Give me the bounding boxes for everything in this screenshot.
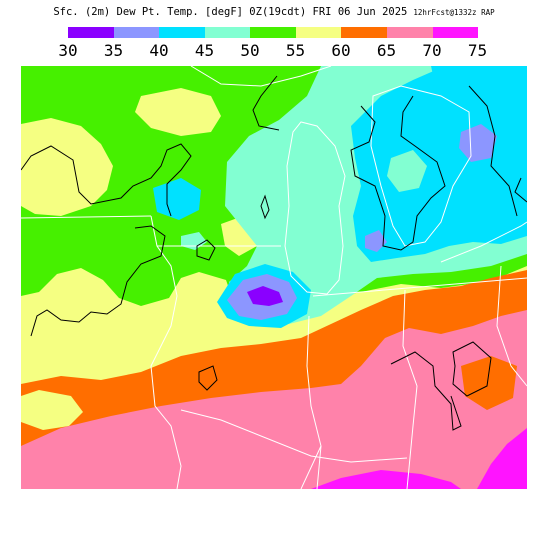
model-stamp: 12hrFcst@1332z RAP xyxy=(413,8,495,17)
dewpoint-map xyxy=(21,66,527,489)
contour-3 xyxy=(252,75,280,131)
coast-lake-michigan xyxy=(284,121,346,295)
zone-30-35-mi-2 xyxy=(365,230,387,252)
coast-lake-erie xyxy=(440,221,527,263)
boundary-line-5 xyxy=(312,277,527,297)
zone-65-70-s xyxy=(311,470,461,489)
legend-label-70: 70 xyxy=(422,41,442,60)
color-legend: 30 35 40 45 50 55 60 65 70 75 xyxy=(58,27,487,65)
zone-below-30-chicago xyxy=(247,286,283,306)
legend-label-30: 30 xyxy=(58,41,78,60)
contour-7 xyxy=(198,365,218,391)
zone-60-65-south xyxy=(21,310,527,489)
legend-label-55: 55 xyxy=(285,41,306,60)
legend-swatch-30-35 xyxy=(68,27,114,38)
boundary-line-6 xyxy=(402,289,418,489)
legend-swatch-60-65 xyxy=(341,27,387,38)
contour-4 xyxy=(350,95,446,251)
legend-label-35: 35 xyxy=(103,41,124,60)
zone-50-55-nw-patch xyxy=(21,118,113,216)
map-canvas xyxy=(21,66,527,489)
boundary-line-2 xyxy=(150,215,182,489)
contour-5 xyxy=(468,85,518,217)
boundary-line-7 xyxy=(180,409,408,463)
contour-lines xyxy=(21,75,527,431)
legend-label-40: 40 xyxy=(149,41,169,60)
boundary-line-4 xyxy=(306,315,322,489)
title-text: Sfc. (2m) Dew Pt. Temp. [degF] 0Z(19cdt)… xyxy=(53,6,408,18)
coast-lake-superior xyxy=(190,66,332,87)
zone-50-55-sw-patch xyxy=(21,390,83,430)
zone-50-55-lakes-patch xyxy=(217,66,291,112)
legend-swatch-70-75 xyxy=(432,27,479,38)
legend-swatch-40-45 xyxy=(159,27,205,38)
zone-35-40-michigan xyxy=(351,66,527,262)
zone-30-35-mi-1 xyxy=(459,124,497,162)
coast-lake-huron xyxy=(370,85,472,247)
contour-10 xyxy=(260,194,270,220)
legend-label-75: 75 xyxy=(467,41,488,60)
contour-1 xyxy=(21,143,192,217)
contour-8 xyxy=(452,341,492,397)
boundary-line-9 xyxy=(496,265,527,387)
legend-label-60: 60 xyxy=(331,41,351,60)
zone-40-45-mi-pocket xyxy=(387,150,427,192)
boundary-line-1 xyxy=(21,215,152,219)
contour-2 xyxy=(30,225,166,337)
legend-swatch-50-55 xyxy=(250,27,296,38)
boundary-line-8 xyxy=(300,445,322,489)
contour-9 xyxy=(196,239,216,261)
legend-swatch-65-70 xyxy=(386,27,433,38)
zone-65-70-se xyxy=(477,428,527,489)
legend-swatch-45-50 xyxy=(204,27,251,38)
legend-label-65: 65 xyxy=(376,41,397,60)
contour-11 xyxy=(514,177,527,203)
zone-40-45-w-patch xyxy=(153,178,201,220)
legend-label-45: 45 xyxy=(194,41,215,60)
legend-swatch-35-40 xyxy=(113,27,160,38)
zone-55-60-se-pocket xyxy=(461,356,517,410)
legend-swatch-55-60 xyxy=(295,27,342,38)
zone-50-55-nc-patch xyxy=(135,88,221,136)
map-title: Sfc. (2m) Dew Pt. Temp. [degF] 0Z(19cdt)… xyxy=(0,6,548,20)
contour-6 xyxy=(390,351,462,431)
legend-label-50: 50 xyxy=(240,41,260,60)
state-boundaries xyxy=(21,66,527,489)
legend-swatches xyxy=(68,27,479,38)
zone-35-40-north xyxy=(431,66,491,98)
